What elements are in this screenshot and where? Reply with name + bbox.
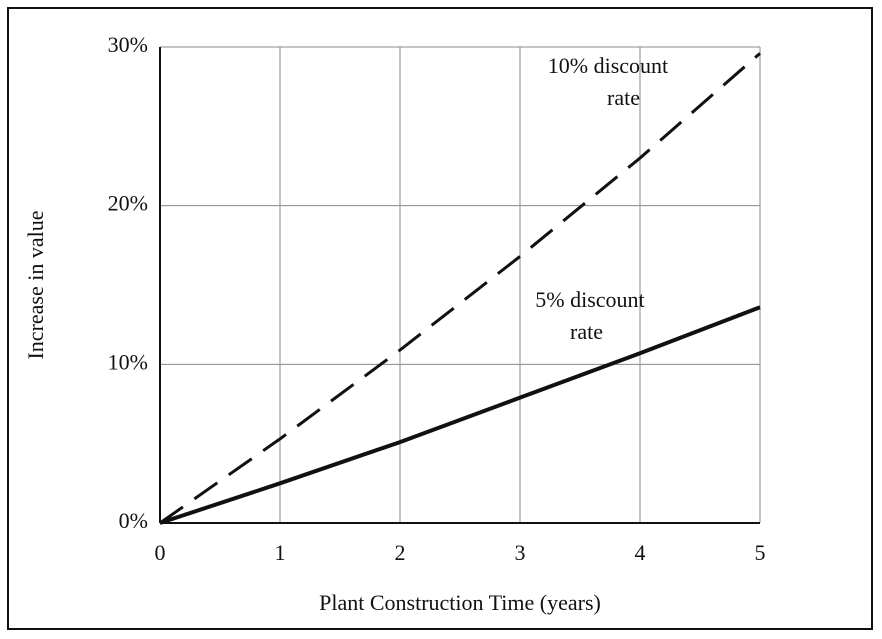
frame bbox=[7, 7, 873, 630]
x-axis-label: Plant Construction Time (years) bbox=[319, 590, 601, 615]
annotation: 5% discount bbox=[535, 287, 644, 312]
x-tick-label: 0 bbox=[155, 540, 166, 565]
x-tick-label: 3 bbox=[515, 540, 526, 565]
series-line bbox=[159, 52, 761, 525]
annotation: rate bbox=[570, 319, 603, 344]
y-tick-label: 20% bbox=[108, 191, 148, 216]
y-tick-label: 30% bbox=[108, 32, 148, 57]
annotation: 10% discount bbox=[548, 53, 668, 78]
annotation: rate bbox=[607, 85, 640, 110]
x-tick-label: 4 bbox=[635, 540, 646, 565]
y-tick-label: 10% bbox=[108, 349, 148, 374]
x-tick-label: 1 bbox=[275, 540, 286, 565]
y-tick-label: 0% bbox=[119, 508, 148, 533]
series-line bbox=[159, 305, 761, 525]
x-tick-label: 2 bbox=[395, 540, 406, 565]
x-tick-label: 5 bbox=[755, 540, 766, 565]
y-axis-label: Increase in value bbox=[23, 210, 48, 359]
